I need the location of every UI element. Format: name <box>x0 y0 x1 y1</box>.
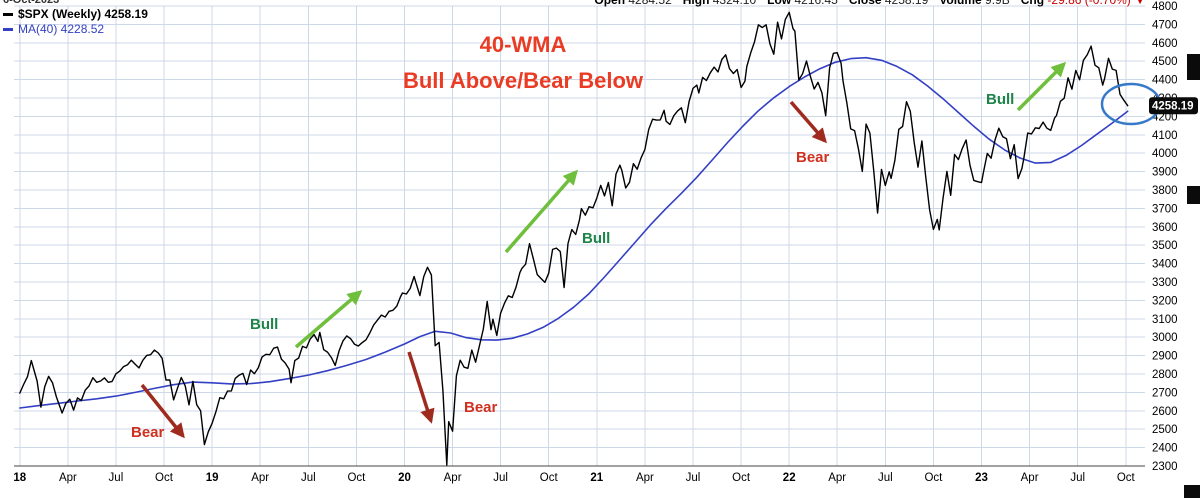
chart-title-annotation: Bull Above/Bear Below <box>403 68 644 93</box>
bull-arrow-icon <box>294 290 363 349</box>
edge-mark <box>1187 54 1200 80</box>
svg-text:21: 21 <box>590 472 603 484</box>
svg-text:2900: 2900 <box>1152 351 1178 363</box>
quote-field-value: 4284.52 <box>625 0 672 7</box>
bear-arrow-icon <box>789 100 827 144</box>
quote-field-label: Open <box>594 0 626 7</box>
quote-field-label: High <box>682 0 710 7</box>
bear-label: Bear <box>796 149 830 166</box>
svg-text:2800: 2800 <box>1152 369 1178 381</box>
chart-legend: $SPX (Weekly) 4258.19 MA(40) 4228.52 <box>3 7 148 37</box>
grid <box>14 5 1145 467</box>
quote-field-value: 4216.45 <box>791 0 838 7</box>
quote-field-value: 4258.19 <box>881 0 929 7</box>
last-price-tag <box>1149 97 1198 115</box>
bull-label: Bull <box>986 91 1014 108</box>
svg-text:4400: 4400 <box>1152 75 1178 87</box>
svg-text:Jul: Jul <box>686 472 701 484</box>
svg-text:4500: 4500 <box>1152 56 1178 68</box>
svg-text:23: 23 <box>975 472 988 484</box>
svg-text:3300: 3300 <box>1152 277 1178 289</box>
svg-text:Oct: Oct <box>347 472 366 484</box>
quote-field-label: Volume <box>939 0 982 7</box>
svg-text:4700: 4700 <box>1152 19 1178 31</box>
quote-field-label: Chg <box>1020 0 1045 7</box>
svg-text:Oct: Oct <box>155 472 174 484</box>
quote-field-label: Low <box>767 0 792 7</box>
bear-label: Bear <box>464 399 498 416</box>
edge-mark <box>1187 186 1200 204</box>
y-axis-labels: 2300 2400 2500 2600 2700 2800 2900 3000 3100 3200… <box>1152 1 1178 473</box>
svg-text:4200: 4200 <box>1152 111 1178 123</box>
svg-text:Jul: Jul <box>1070 472 1085 484</box>
legend-spx-label: $SPX (Weekly) 4258.19 <box>18 7 148 21</box>
svg-text:3800: 3800 <box>1152 185 1178 197</box>
svg-text:Jul: Jul <box>493 472 508 484</box>
svg-text:Apr: Apr <box>828 472 846 484</box>
svg-text:3600: 3600 <box>1152 222 1178 234</box>
svg-text:4600: 4600 <box>1152 38 1178 50</box>
bull-arrow-icon <box>504 169 578 254</box>
spx-price-line <box>19 11 1129 466</box>
annotations: 40-WMA Bull Above/Bear Below Bull Bull Bull B… <box>131 32 1198 441</box>
quote-fields: Open 4284.52 High 4324.10 Low 4216.45 Close… <box>583 0 1146 7</box>
svg-text:3700: 3700 <box>1152 203 1178 215</box>
svg-text:Oct: Oct <box>1117 472 1136 484</box>
edge-mark <box>1184 485 1200 498</box>
svg-text:2300: 2300 <box>1152 461 1178 473</box>
bull-label: Bull <box>250 316 278 333</box>
svg-text:3200: 3200 <box>1152 295 1178 307</box>
svg-text:2700: 2700 <box>1152 387 1178 399</box>
spx-line-swatch-icon <box>3 13 13 16</box>
svg-text:Apr: Apr <box>444 472 462 484</box>
chart-title-annotation: 40-WMA <box>480 32 567 57</box>
svg-text:3900: 3900 <box>1152 167 1178 179</box>
svg-text:Apr: Apr <box>1021 472 1039 484</box>
svg-text:3100: 3100 <box>1152 314 1178 326</box>
bull-label: Bull <box>582 230 610 247</box>
svg-text:3500: 3500 <box>1152 240 1178 252</box>
ma40-line <box>18 56 1129 409</box>
svg-text:4100: 4100 <box>1152 130 1178 142</box>
svg-text:Oct: Oct <box>924 472 943 484</box>
bull-arrow-icon <box>1016 61 1067 112</box>
legend-item-spx: $SPX (Weekly) 4258.19 <box>3 7 148 22</box>
svg-text:Jul: Jul <box>301 472 316 484</box>
svg-text:3400: 3400 <box>1152 259 1178 271</box>
legend-ma-label: MA(40) 4228.52 <box>18 22 105 36</box>
bear-arrow-icon <box>407 351 435 424</box>
svg-text:Apr: Apr <box>636 472 654 484</box>
svg-text:4000: 4000 <box>1152 148 1178 160</box>
quote-field-value: 4324.10 <box>709 0 757 7</box>
quote-field-value: 9.9B <box>981 0 1010 7</box>
svg-text:Apr: Apr <box>251 472 269 484</box>
legend-item-ma40: MA(40) 4228.52 <box>3 22 148 37</box>
ma-line-swatch-icon <box>3 28 13 31</box>
svg-text:Apr: Apr <box>59 472 77 484</box>
svg-text:Oct: Oct <box>540 472 559 484</box>
svg-text:3000: 3000 <box>1152 332 1178 344</box>
bear-label: Bear <box>131 424 165 441</box>
svg-text:Jul: Jul <box>878 472 893 484</box>
svg-text:2500: 2500 <box>1152 424 1178 436</box>
quote-date: 6-Oct-2023 <box>3 0 60 6</box>
svg-text:Oct: Oct <box>732 472 751 484</box>
quote-field-value: -29.86 (-0.70%) ▼ <box>1044 0 1146 7</box>
quote-summary-bar: 6-Oct-2023 Open 4284.52 High 4324.10 Low 4… <box>0 0 1146 7</box>
x-axis-labels: 18 Apr Jul Oct 19 Apr Jul Oct 20 Apr Jul Oct 21 Apr Ju… <box>13 472 1135 484</box>
quote-field-label: Close <box>848 0 882 7</box>
svg-text:2400: 2400 <box>1152 443 1178 455</box>
last-price-tag-text: 4258.19 <box>1152 101 1194 113</box>
svg-text:18: 18 <box>13 472 26 484</box>
svg-text:22: 22 <box>783 472 796 484</box>
svg-text:4800: 4800 <box>1152 1 1178 13</box>
bear-arrow-icon <box>140 383 185 439</box>
svg-text:2600: 2600 <box>1152 406 1178 418</box>
svg-text:19: 19 <box>206 472 219 484</box>
svg-text:20: 20 <box>398 472 411 484</box>
svg-text:Jul: Jul <box>109 472 124 484</box>
